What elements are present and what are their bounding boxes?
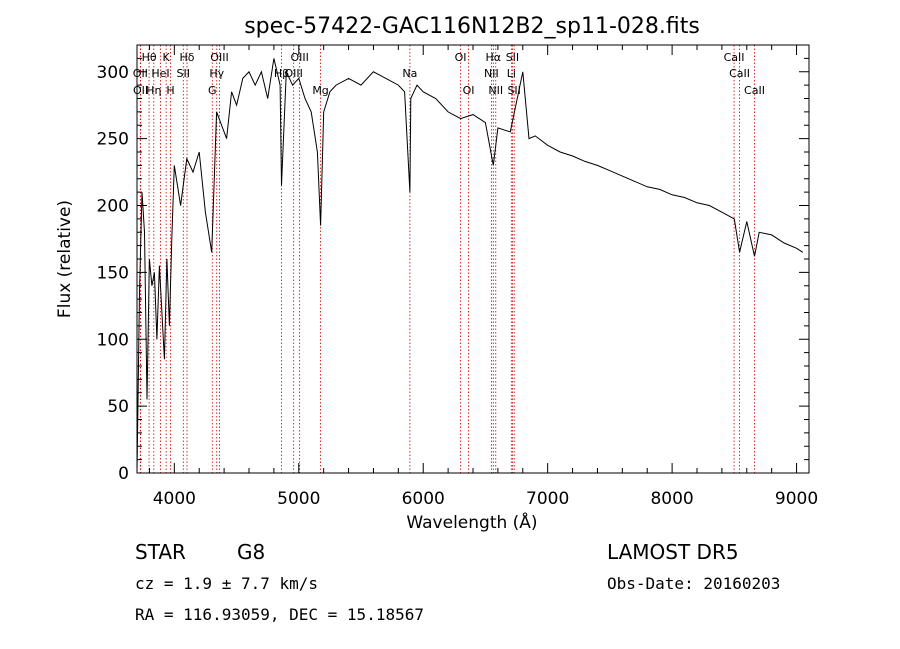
marker-label: Hδ [180, 51, 195, 64]
y-tick-label: 100 [97, 330, 129, 350]
marker-label: OI [455, 51, 467, 64]
x-tick-label: 6000 [402, 489, 445, 509]
object-class: STAR [135, 540, 186, 564]
spectrum-line [136, 58, 804, 474]
marker-label: Hθ [142, 51, 157, 64]
marker-label: K [163, 51, 171, 64]
y-tick-label: 150 [97, 263, 129, 283]
marker-label: SII [506, 51, 519, 64]
marker-label: CaII [724, 51, 745, 64]
y-tick-label: 0 [118, 464, 129, 484]
marker-label: SII [507, 84, 520, 97]
marker-label: H [166, 84, 174, 97]
plot-frame [136, 44, 810, 474]
x-axis-label: Wavelength (Å) [406, 511, 537, 533]
y-axis: 0 50 100 150 200 250 300 [97, 57, 809, 484]
redshift-velocity: cz = 1.9 ± 7.7 km/s [135, 574, 318, 593]
y-tick-label: 50 [107, 397, 129, 417]
x-tick-label: 8000 [650, 489, 693, 509]
marker-label: OI [463, 84, 475, 97]
marker-label: CaII [729, 67, 750, 80]
x-tick-label: 4000 [153, 489, 196, 509]
line-markers [139, 45, 755, 473]
y-tick-label: 200 [97, 197, 129, 217]
marker-label: Hη [146, 84, 161, 97]
marker-label: Mg [312, 84, 328, 97]
y-axis-label: Flux (relative) [55, 200, 75, 318]
marker-label: Hγ [209, 67, 224, 80]
y-tick-label: 300 [97, 63, 129, 83]
marker-label: OIII [290, 51, 308, 64]
x-tick-label: 9000 [775, 489, 818, 509]
marker-label: Na [402, 67, 417, 80]
marker-label: NII [488, 84, 503, 97]
y-tick-label: 250 [97, 130, 129, 150]
marker-label: NII [484, 67, 499, 80]
marker-label: HeI [151, 67, 169, 80]
survey-name: LAMOST DR5 [607, 540, 739, 564]
x-tick-label: 5000 [277, 489, 320, 509]
chart-title: spec-57422-GAC116N12B2_sp11-028.fits [244, 14, 700, 39]
x-tick-label: 7000 [526, 489, 569, 509]
marker-label: CaII [744, 84, 765, 97]
object-subclass: G8 [237, 540, 265, 564]
marker-label: OII [133, 67, 148, 80]
marker-label: Li [507, 67, 516, 80]
ra-dec: RA = 116.93059, DEC = 15.18567 [135, 605, 424, 624]
x-axis: 4000 5000 6000 7000 8000 9000 [148, 45, 818, 509]
marker-label: OIII [210, 51, 228, 64]
marker-label: SII [177, 67, 190, 80]
marker-label: Hα [486, 51, 502, 64]
observation-date: Obs-Date: 20160203 [607, 574, 780, 593]
marker-label: G [208, 84, 217, 97]
